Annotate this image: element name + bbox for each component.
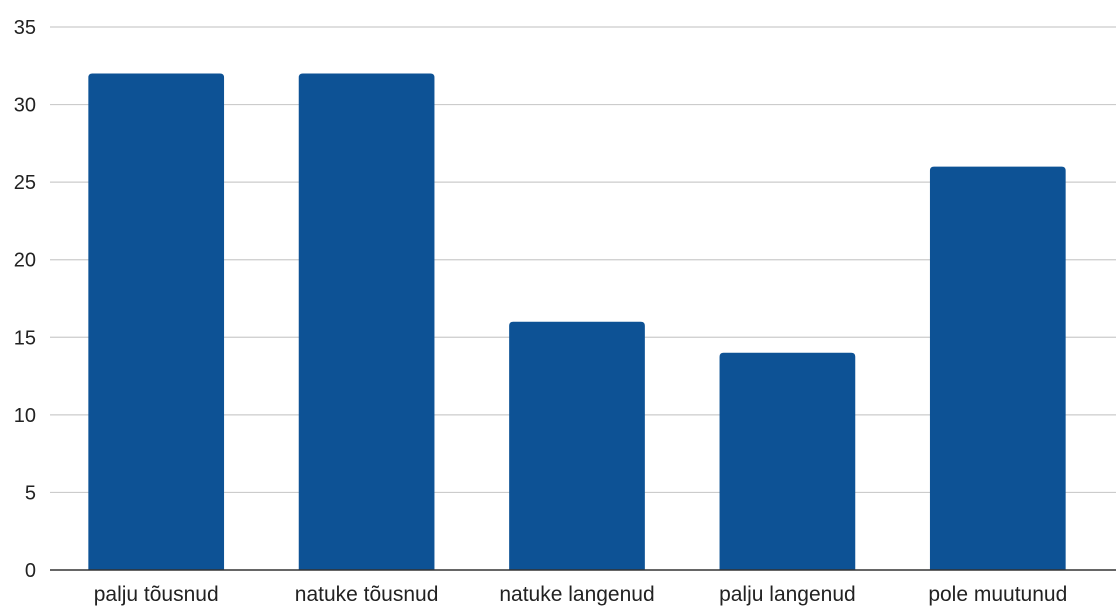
- bar-natuke-tõusnud: [298, 73, 435, 571]
- y-axis-ticks: 0 5 10 15 20 25 30 35: [14, 17, 36, 582]
- x-category-label: natuke langenud: [499, 583, 654, 606]
- y-tick-label: 0: [25, 560, 36, 582]
- bar-pole-muutunud: [929, 166, 1066, 570]
- y-tick-label: 30: [14, 95, 36, 117]
- x-category-label: pole muutunud: [928, 583, 1067, 606]
- x-category-label: natuke tõusnud: [295, 583, 439, 606]
- y-tick-label: 35: [14, 17, 36, 39]
- x-axis-category-labels: palju tõusnud natuke tõusnud natuke langen…: [94, 583, 1068, 606]
- bar-palju-langenud: [719, 352, 856, 570]
- bar-palju-tõusnud: [88, 73, 225, 571]
- y-tick-label: 15: [14, 327, 36, 349]
- x-category-label: palju langenud: [719, 583, 856, 606]
- bar-natuke-langenud: [509, 321, 645, 570]
- y-tick-label: 25: [14, 172, 36, 194]
- x-category-label: palju tõusnud: [94, 583, 219, 606]
- y-tick-label: 20: [14, 250, 36, 272]
- y-tick-label: 5: [25, 482, 36, 504]
- y-tick-label: 10: [14, 405, 36, 427]
- bars: [88, 73, 1066, 571]
